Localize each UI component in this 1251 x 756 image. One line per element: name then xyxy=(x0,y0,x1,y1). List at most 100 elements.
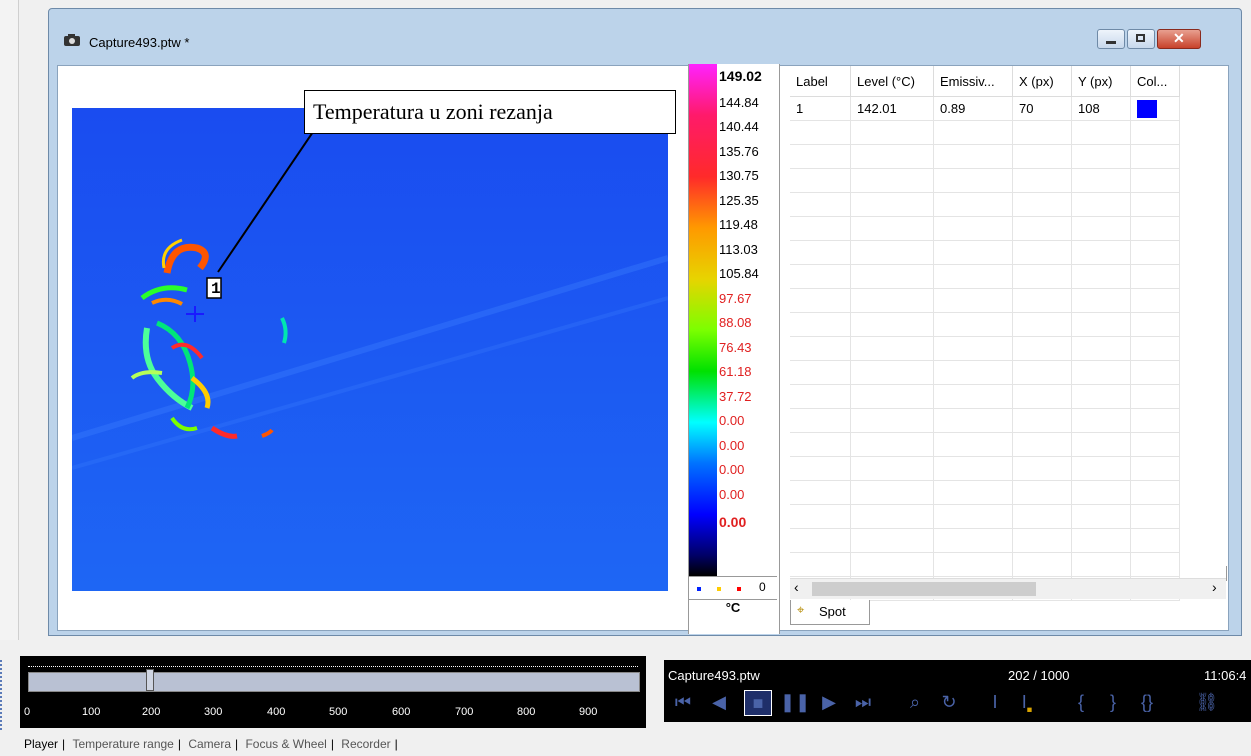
tab-player[interactable]: Player xyxy=(24,737,59,751)
cell-color[interactable] xyxy=(1130,96,1180,121)
tick-label: 100 xyxy=(82,706,101,718)
table-row xyxy=(790,336,1180,361)
marker-lock-icon[interactable]: I■ xyxy=(1021,692,1033,715)
pause-icon[interactable]: ❚❚ xyxy=(780,692,811,712)
tick-label: 200 xyxy=(142,706,161,718)
scale-label: 140.44 xyxy=(719,119,759,134)
scale-label: 61.18 xyxy=(719,364,752,379)
zoom-icon[interactable]: ⌕ xyxy=(909,692,921,712)
palette-marker-yellow xyxy=(717,587,721,591)
color-gradient-bar xyxy=(689,64,717,576)
timeline-slider[interactable] xyxy=(28,672,640,692)
table-row xyxy=(790,480,1180,505)
spot-tab-label: Spot xyxy=(819,604,846,619)
close-icon: ✕ xyxy=(1173,30,1185,46)
tick-label: 400 xyxy=(267,706,286,718)
scale-footer: 0 xyxy=(689,576,777,600)
cell-x: 70 xyxy=(1012,96,1072,121)
tick-label: 600 xyxy=(392,706,411,718)
last-frame-icon[interactable]: ⏭ xyxy=(854,692,872,712)
spot-crosshair[interactable] xyxy=(186,306,204,322)
scroll-left-icon[interactable]: ‹ xyxy=(794,579,799,595)
scale-max[interactable]: 149.02 xyxy=(719,68,762,84)
annotation-label: Temperatura u zoni rezanja xyxy=(304,90,676,134)
minimize-button[interactable] xyxy=(1097,29,1125,49)
scale-unit: °C xyxy=(725,600,741,615)
bracket-lock-icon[interactable]: {} xyxy=(1140,692,1154,712)
scale-counter: 0 xyxy=(759,580,766,594)
tick-label: 700 xyxy=(455,706,474,718)
play-icon[interactable]: ▶ xyxy=(822,692,836,712)
scale-label: 119.48 xyxy=(719,217,758,232)
table-row xyxy=(790,384,1180,409)
scroll-right-icon[interactable]: › xyxy=(1212,579,1217,595)
loop-icon[interactable]: ↻ xyxy=(941,692,957,712)
table-row xyxy=(790,552,1180,577)
col-header[interactable]: Label xyxy=(790,66,851,97)
scroll-thumb[interactable] xyxy=(812,582,1036,596)
scale-label: 144.84 xyxy=(719,95,759,110)
bracket-close-icon[interactable]: } xyxy=(1109,692,1116,712)
window-titlebar[interactable]: Capture493.ptw * ✕ xyxy=(49,9,1241,65)
color-scale: 149.02 144.84 140.44 135.76 130.75 125.3… xyxy=(688,64,780,634)
frame-counter: 202 / 1000 xyxy=(1008,668,1070,683)
cell-y: 108 xyxy=(1071,96,1131,121)
scale-label: 37.72 xyxy=(719,389,752,404)
link-icon[interactable]: ⛓ xyxy=(1195,692,1219,712)
file-name: Capture493.ptw xyxy=(668,668,760,683)
scale-label: 0.00 xyxy=(719,413,745,428)
tick-label: 800 xyxy=(517,706,536,718)
playback-controls: Capture493.ptw 202 / 1000 11:06:4 ⏮ ◀ ■ … xyxy=(664,660,1251,722)
time-display: 11:06:4 xyxy=(1204,668,1247,683)
scale-label: 0.00 xyxy=(719,462,745,477)
tick-label: 500 xyxy=(329,706,348,718)
table-row xyxy=(790,192,1180,217)
measurement-table: Label Level (°C) Emissiv... X (px) Y (px… xyxy=(790,66,1230,611)
col-header[interactable]: Emissiv... xyxy=(933,66,1013,97)
camera-icon xyxy=(64,34,80,46)
timeline-thumb[interactable] xyxy=(146,669,154,691)
cell-label: 1 xyxy=(790,96,851,121)
tab-temperature-range[interactable]: Temperature range xyxy=(72,737,174,751)
first-frame-icon[interactable]: ⏮ xyxy=(674,692,692,712)
col-header[interactable]: Y (px) xyxy=(1071,66,1131,97)
stop-icon[interactable]: ■ xyxy=(744,690,772,716)
scale-label: 105.84 xyxy=(719,266,759,281)
scale-label: 76.43 xyxy=(719,340,752,355)
cell-emissivity: 0.89 xyxy=(933,96,1013,121)
close-button[interactable]: ✕ xyxy=(1157,29,1201,49)
horizontal-scrollbar[interactable]: ‹ › xyxy=(790,578,1226,599)
spot-label: 1 xyxy=(211,280,221,298)
table-row xyxy=(790,216,1180,241)
scale-label: 113.03 xyxy=(719,242,758,257)
tab-recorder[interactable]: Recorder xyxy=(341,737,391,751)
thermal-image[interactable] xyxy=(72,108,668,591)
col-header[interactable]: Col... xyxy=(1130,66,1180,97)
table-row xyxy=(790,312,1180,337)
col-header[interactable]: X (px) xyxy=(1012,66,1072,97)
tab-camera[interactable]: Camera xyxy=(188,737,231,751)
palette-marker-blue xyxy=(697,587,701,591)
tab-focus-wheel[interactable]: Focus & Wheel xyxy=(245,737,327,751)
marker-in-icon[interactable]: I xyxy=(992,692,998,712)
spot-tab[interactable]: ⌖ Spot xyxy=(790,600,870,625)
scale-label: 125.35 xyxy=(719,193,759,208)
table-row xyxy=(790,408,1180,433)
step-back-icon[interactable]: ◀ xyxy=(712,692,726,712)
maximize-button[interactable] xyxy=(1127,29,1155,49)
table-row[interactable]: 1 142.01 0.89 70 108 xyxy=(790,96,1180,121)
side-markers xyxy=(0,660,14,730)
scale-label: 0.00 xyxy=(719,487,745,502)
table-row xyxy=(790,504,1180,529)
col-header[interactable]: Level (°C) xyxy=(850,66,934,97)
bracket-open-icon[interactable]: { xyxy=(1077,692,1084,712)
scale-min[interactable]: 0.00 xyxy=(719,514,747,530)
table-row xyxy=(790,456,1180,481)
capture-window: Capture493.ptw * ✕ xyxy=(48,8,1242,636)
table-row xyxy=(790,168,1180,193)
scale-label: 135.76 xyxy=(719,144,759,159)
table-row xyxy=(790,288,1180,313)
palette-marker-red xyxy=(737,587,741,591)
scale-label: 0.00 xyxy=(719,438,745,453)
table-row xyxy=(790,144,1180,169)
